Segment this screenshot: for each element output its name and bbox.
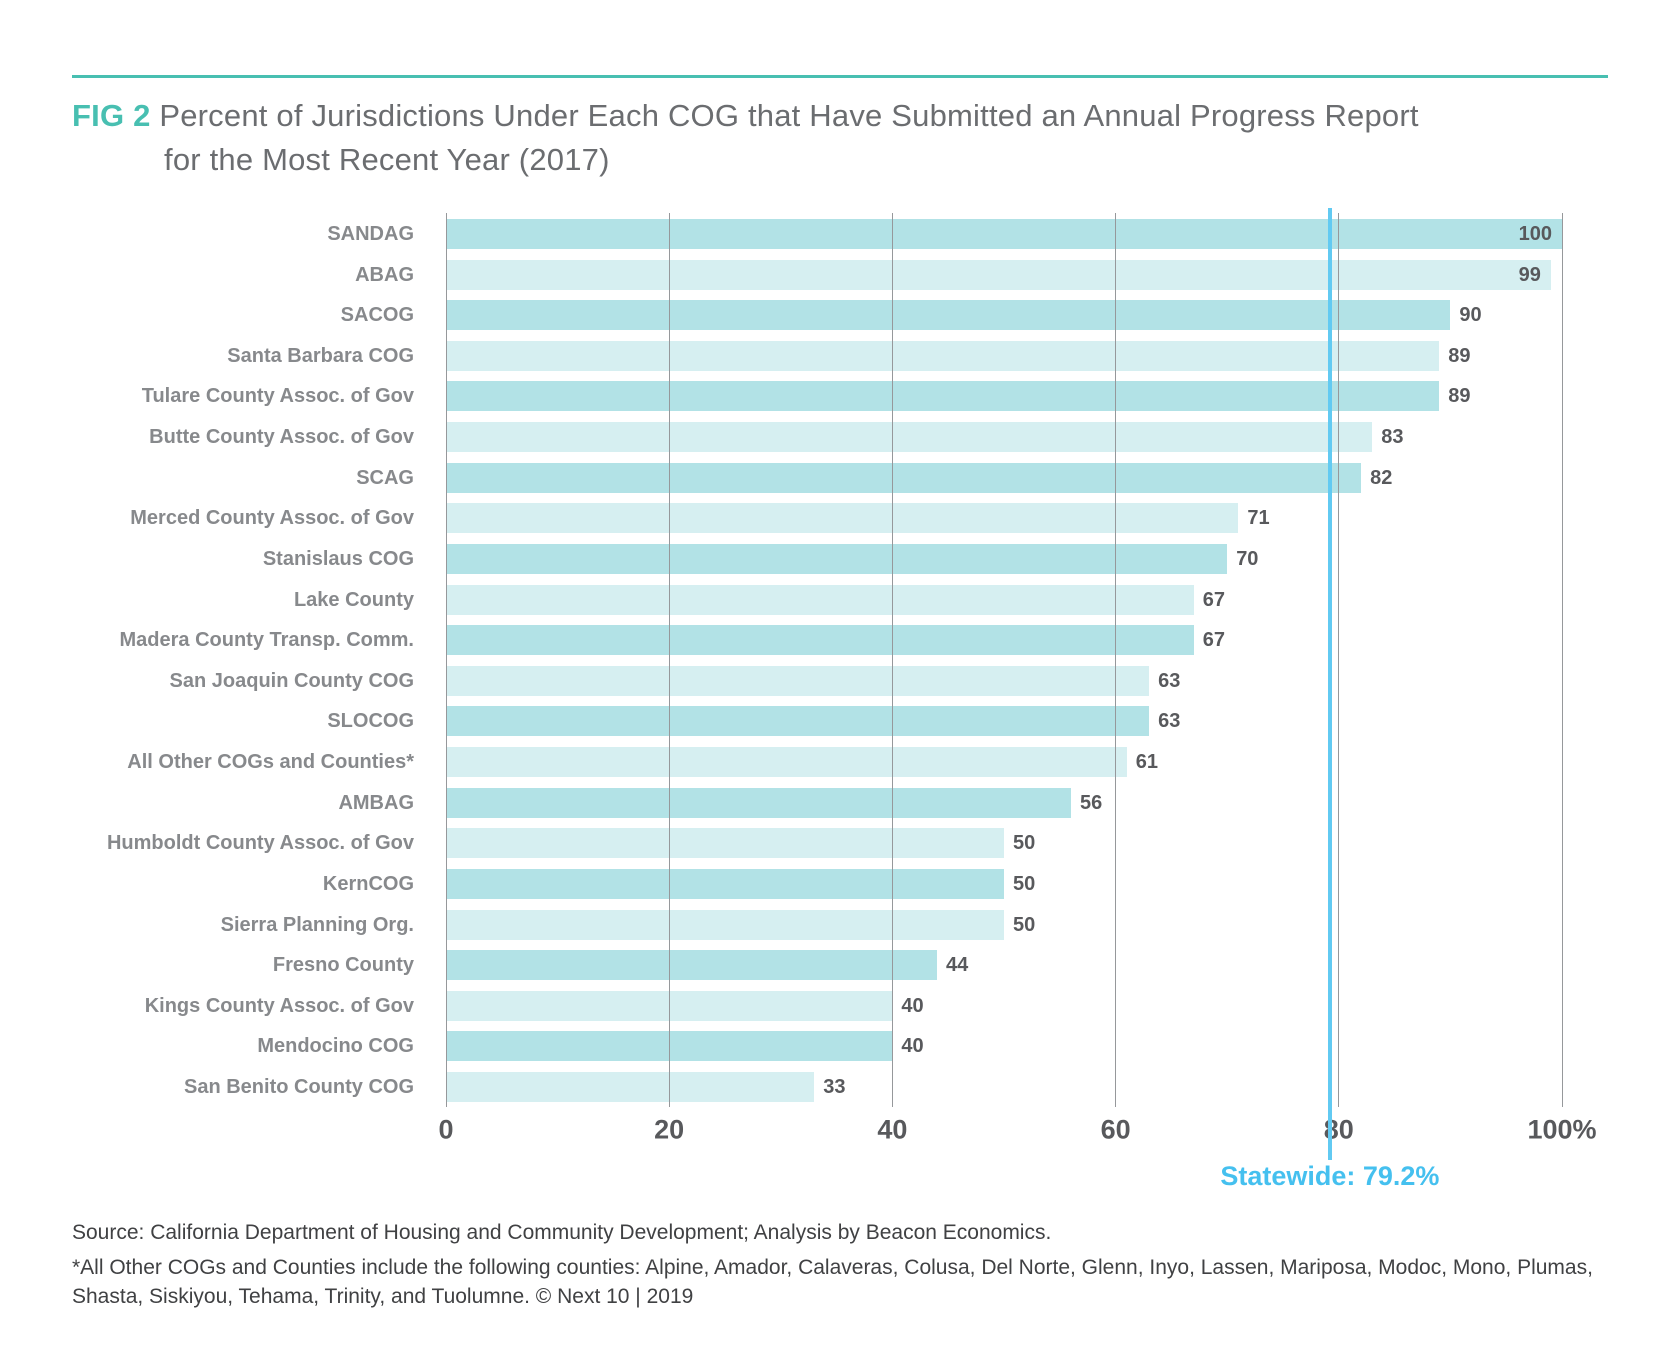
- bar: [446, 584, 1194, 615]
- statewide-reference-label: Statewide: 79.2%: [1220, 1161, 1440, 1191]
- category-label: Butte County Assoc. of Gov: [149, 426, 414, 449]
- value-label: 70: [1236, 547, 1259, 570]
- figure-title-line1: FIG 2 Percent of Jurisdictions Under Eac…: [72, 94, 1419, 138]
- bar: [446, 381, 1440, 412]
- bar: [446, 1072, 815, 1103]
- bar: [446, 259, 1551, 290]
- figure-footer: Source: California Department of Housing…: [72, 1218, 1617, 1311]
- category-label: Stanislaus COG: [262, 547, 414, 570]
- category-label: SACOG: [340, 304, 414, 327]
- value-label: 50: [1013, 913, 1036, 936]
- bar: [446, 868, 1004, 899]
- bar: [446, 219, 1562, 249]
- bar-chart-plot-area: 0 20 40 60 80 100% 100 99 90 89 89 83 82 71 70 67 67 63 63…: [438, 208, 1597, 1191]
- bar: [446, 950, 938, 981]
- value-label: 40: [901, 994, 924, 1017]
- value-label: 100: [1518, 223, 1552, 245]
- bar: [446, 503, 1239, 534]
- value-label: 71: [1247, 507, 1270, 530]
- category-label: Sierra Planning Org.: [220, 913, 414, 936]
- value-label: 67: [1202, 588, 1225, 611]
- gridline-100: [1561, 213, 1563, 1107]
- x-axis-tick-label: 40: [877, 1114, 908, 1145]
- value-label: 83: [1381, 426, 1404, 449]
- category-label: ABAG: [355, 263, 414, 286]
- value-label: 40: [901, 1035, 924, 1058]
- value-label: 44: [946, 954, 969, 977]
- x-axis-tick-label: 100%: [1527, 1114, 1597, 1145]
- figure-title-line2: for the Most Recent Year (2017): [164, 142, 610, 177]
- bar: [446, 340, 1440, 371]
- bar: [446, 665, 1150, 696]
- source-note: Source: California Department of Housing…: [72, 1221, 1052, 1244]
- gridline-20: [668, 213, 670, 1107]
- bar: [446, 747, 1127, 778]
- category-label: SANDAG: [327, 223, 414, 245]
- gridline-40: [891, 213, 893, 1107]
- top-rule-divider: [72, 75, 1608, 78]
- category-label: Humboldt County Assoc. of Gov: [106, 832, 414, 855]
- bar: [446, 543, 1228, 574]
- value-label: 61: [1135, 751, 1158, 774]
- value-label: 82: [1370, 466, 1393, 489]
- bar: [446, 300, 1451, 331]
- category-label: Santa Barbara COG: [227, 344, 414, 367]
- gridline-0: [445, 213, 447, 1107]
- category-label: KernCOG: [322, 872, 414, 895]
- bar: [446, 422, 1373, 453]
- figure-number-label: FIG 2: [72, 98, 151, 133]
- value-label: 56: [1079, 791, 1103, 814]
- bar: [446, 828, 1004, 859]
- category-label: Kings County Assoc. of Gov: [144, 994, 414, 1017]
- category-label: Mendocino COG: [257, 1035, 414, 1058]
- value-label: 90: [1459, 304, 1482, 327]
- category-label: Madera County Transp. Comm.: [119, 629, 415, 652]
- bar: [446, 787, 1071, 818]
- bar: [446, 706, 1150, 737]
- value-label: 63: [1158, 669, 1181, 692]
- value-label: 33: [823, 1076, 846, 1099]
- category-label: Lake County: [293, 588, 414, 611]
- category-axis-labels: SANDAG ABAG SACOG Santa Barbara COG Tulare C…: [0, 213, 430, 1107]
- x-axis-tick-label: 0: [438, 1114, 454, 1145]
- footnote-text: *All Other COGs and Counties include the…: [72, 1256, 1593, 1308]
- figure-title: FIG 2 Percent of Jurisdictions Under Eac…: [72, 94, 1419, 182]
- bar: [446, 625, 1194, 656]
- x-axis-tick-label: 20: [654, 1114, 685, 1145]
- value-label: 50: [1013, 872, 1036, 895]
- value-label: 63: [1158, 710, 1181, 733]
- category-label: Merced County Assoc. of Gov: [130, 507, 414, 530]
- category-label: Tulare County Assoc. of Gov: [141, 385, 414, 408]
- category-label: AMBAG: [338, 791, 414, 814]
- x-axis-tick-label: 60: [1100, 1114, 1131, 1145]
- category-label: SLOCOG: [327, 710, 414, 733]
- gridline-80: [1338, 213, 1340, 1107]
- category-label: San Benito County COG: [184, 1076, 414, 1099]
- category-label: SCAG: [356, 466, 414, 489]
- value-label: 50: [1013, 832, 1036, 855]
- category-label: San Joaquin County COG: [169, 669, 414, 692]
- value-label: 89: [1448, 344, 1471, 367]
- category-label: All Other COGs and Counties*: [127, 751, 414, 774]
- gridline-60: [1115, 213, 1117, 1107]
- bar: [446, 462, 1362, 493]
- category-label: Fresno County: [272, 954, 414, 977]
- value-label: 67: [1202, 629, 1225, 652]
- value-label: 99: [1518, 263, 1541, 286]
- value-label: 89: [1448, 385, 1471, 408]
- statewide-reference-line: [1327, 208, 1332, 1160]
- bar: [446, 909, 1004, 940]
- figure-title-text: Percent of Jurisdictions Under Each COG …: [159, 98, 1419, 133]
